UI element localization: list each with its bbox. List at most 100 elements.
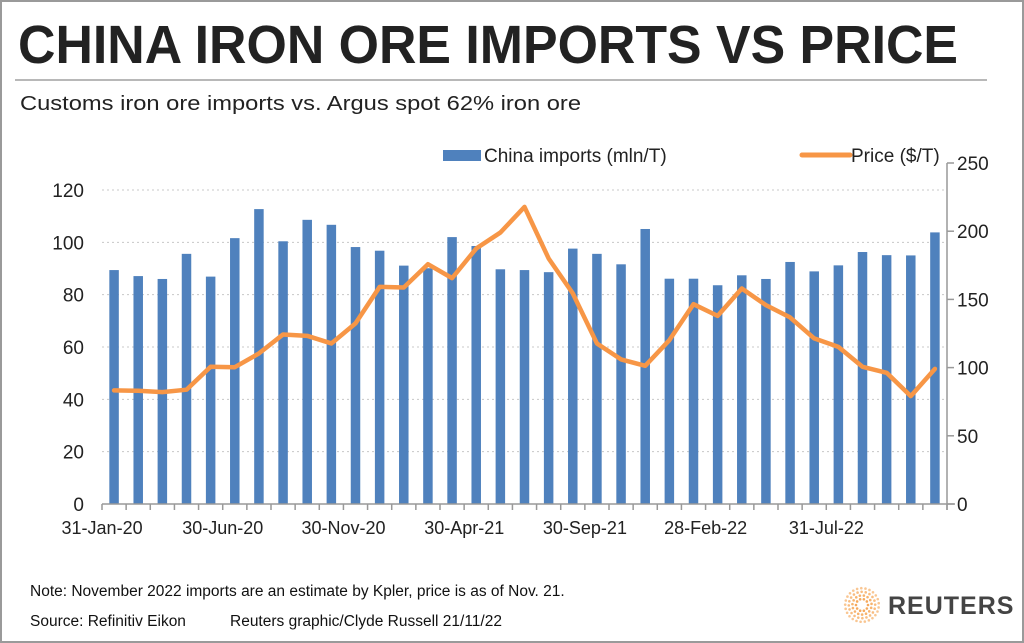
logo-dot bbox=[849, 596, 853, 599]
logo-dot bbox=[874, 613, 877, 617]
logo-dot bbox=[856, 616, 860, 619]
logo-dot bbox=[863, 620, 867, 623]
logo-dot bbox=[873, 599, 876, 602]
right-axis-tick-label: 150 bbox=[957, 290, 989, 311]
left-axis-tick-label: 80 bbox=[63, 286, 84, 307]
right-axis-tick-label: 50 bbox=[957, 427, 978, 448]
left-axis-tick-label: 20 bbox=[63, 443, 84, 464]
logo-dot bbox=[865, 607, 869, 610]
bar-Oct-21 bbox=[616, 264, 626, 504]
bar-Mar-22 bbox=[737, 275, 747, 504]
bar-Jun-20 bbox=[230, 238, 240, 504]
x-axis-tick-label: 31-Jan-20 bbox=[62, 518, 143, 538]
logo-dot bbox=[844, 607, 847, 611]
logo-dot bbox=[862, 597, 866, 601]
logo-dot bbox=[858, 609, 862, 613]
logo-dot bbox=[862, 609, 866, 613]
bar-Jun-22 bbox=[809, 271, 819, 504]
logo-dot bbox=[870, 602, 873, 606]
right-axis-tick-label: 100 bbox=[957, 359, 989, 380]
logo-dot bbox=[869, 606, 873, 610]
bar-Sep-22 bbox=[881, 255, 892, 504]
logo-dot bbox=[866, 595, 869, 599]
reuters-logo: REUTERS bbox=[843, 586, 1014, 624]
bar-May-21 bbox=[495, 269, 506, 504]
logo-dot bbox=[852, 599, 855, 602]
bar-Nov-20 bbox=[350, 247, 361, 504]
bar-Apr-22 bbox=[761, 278, 771, 504]
legend-label-imports: China imports (mln/T) bbox=[484, 146, 667, 167]
logo-dot bbox=[865, 616, 868, 619]
logo-dot bbox=[846, 595, 849, 598]
logo-dot bbox=[848, 599, 851, 603]
logo-dot bbox=[861, 616, 864, 620]
left-axis-tick-label: 60 bbox=[63, 338, 84, 359]
logo-dot bbox=[864, 591, 868, 594]
logo-dot bbox=[871, 611, 875, 614]
logo-dot bbox=[864, 587, 867, 590]
logo-dot bbox=[867, 619, 871, 622]
left-axis-tick-label: 40 bbox=[63, 390, 84, 411]
logo-dot bbox=[854, 596, 858, 599]
bar-Dec-20 bbox=[374, 250, 385, 504]
logo-dot bbox=[868, 598, 872, 602]
bar-Jul-22 bbox=[833, 265, 844, 504]
x-axis-tick-label: 30-Apr-21 bbox=[424, 518, 504, 538]
right-axis-tick-label: 200 bbox=[957, 222, 989, 243]
logo-dot bbox=[877, 601, 881, 605]
logo-dot bbox=[850, 611, 853, 615]
logo-dot bbox=[847, 604, 851, 607]
legend-label-price: Price ($/T) bbox=[851, 146, 940, 167]
bar-Jan-22 bbox=[688, 278, 699, 504]
logo-dot bbox=[844, 599, 848, 602]
logo-dot bbox=[873, 607, 876, 611]
logo-dot bbox=[866, 603, 870, 607]
legend-swatch-imports bbox=[443, 150, 481, 161]
bar-Sep-21 bbox=[592, 253, 602, 504]
reuters-logo-text: REUTERS bbox=[888, 592, 1014, 620]
bar-Apr-21 bbox=[471, 245, 481, 504]
logo-dot bbox=[855, 587, 859, 591]
logo-dot bbox=[851, 589, 855, 592]
bar-Feb-22 bbox=[712, 285, 723, 504]
bar-Oct-22 bbox=[906, 255, 916, 504]
bar-Aug-22 bbox=[857, 252, 868, 504]
left-axis-tick-label: 100 bbox=[52, 233, 84, 254]
bar-Jun-21 bbox=[519, 270, 530, 504]
x-axis-tick-label: 28-Feb-22 bbox=[664, 518, 747, 538]
logo-dot bbox=[860, 590, 863, 594]
logo-dot bbox=[851, 617, 855, 621]
logo-dot bbox=[868, 588, 871, 592]
logo-dot bbox=[852, 593, 856, 596]
left-axis-tick-label: 120 bbox=[52, 181, 84, 202]
bar-Aug-20 bbox=[278, 241, 288, 504]
logo-dot bbox=[874, 594, 878, 597]
bar-Aug-21 bbox=[568, 248, 578, 504]
bar-Jul-20 bbox=[254, 209, 264, 504]
logo-dot bbox=[856, 591, 859, 594]
logo-dot bbox=[848, 608, 851, 611]
legend: China imports (mln/T) Price ($/T) bbox=[443, 146, 940, 167]
logo-dot bbox=[862, 594, 866, 597]
logo-dot bbox=[860, 613, 864, 616]
logo-dot bbox=[853, 610, 857, 613]
logo-dot bbox=[853, 614, 856, 618]
x-axis-tick-label: 31-Jul-22 bbox=[789, 518, 864, 538]
logo-dot bbox=[858, 594, 862, 597]
logo-dot bbox=[855, 607, 859, 610]
bar-Oct-20 bbox=[326, 224, 337, 504]
logo-dot bbox=[848, 614, 851, 618]
logo-dot bbox=[871, 595, 874, 599]
logo-dot bbox=[871, 616, 874, 620]
logo-dot bbox=[854, 603, 858, 607]
logo-dot bbox=[848, 591, 852, 595]
bar-Feb-21 bbox=[423, 268, 433, 504]
logo-dot bbox=[851, 602, 854, 606]
logo-dot bbox=[876, 597, 880, 601]
logo-dot bbox=[876, 610, 879, 613]
source: Source: Refinitiv Eikon bbox=[30, 613, 186, 630]
x-axis-tick-label: 30-Sep-21 bbox=[543, 518, 627, 538]
logo-dot bbox=[855, 600, 859, 603]
logo-dot bbox=[871, 590, 875, 594]
